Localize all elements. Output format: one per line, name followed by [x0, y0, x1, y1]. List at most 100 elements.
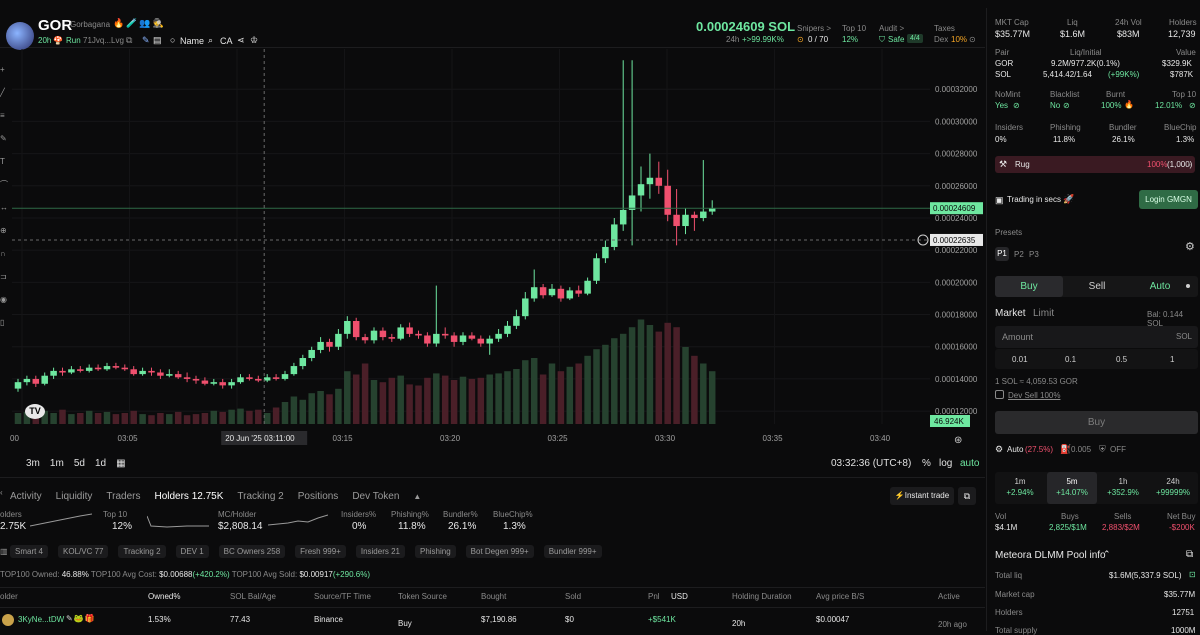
- price-chart[interactable]: 0.00032000 0.00030000 0.00028000 0.00026000…: [0, 49, 985, 474]
- search-ca-link[interactable]: CA: [220, 36, 233, 46]
- quick-amount-1[interactable]: 1: [1170, 355, 1175, 364]
- col-sold[interactable]: Sold: [565, 592, 582, 601]
- period-24h[interactable]: 24h +99999%: [1148, 472, 1198, 504]
- quick-amount-001[interactable]: 0.01: [1012, 355, 1028, 364]
- timeframe-1m[interactable]: 1m: [49, 458, 64, 469]
- pencil-icon[interactable]: ✎: [142, 35, 150, 45]
- fib-icon[interactable]: ≡: [0, 111, 5, 120]
- lock-icon[interactable]: ⊐: [0, 272, 7, 281]
- zoom-icon[interactable]: ⊕: [0, 226, 7, 235]
- fee-value[interactable]: 0.005: [1071, 445, 1092, 454]
- copy-icon[interactable]: ⧉: [126, 35, 133, 45]
- col-duration[interactable]: Holding Duration: [732, 592, 792, 601]
- calendar-icon[interactable]: ▦: [116, 458, 126, 469]
- filter-smart[interactable]: Smart 4: [10, 545, 49, 558]
- crosshair-icon[interactable]: +: [0, 65, 5, 74]
- preset-p1[interactable]: P1: [995, 247, 1009, 261]
- trash-icon[interactable]: ▯: [0, 318, 5, 327]
- table-row[interactable]: 3KyNe...tDW ✎🐸🎁 1.53% 77.43 Binance Buy …: [0, 607, 985, 631]
- magnet-icon[interactable]: ∩: [0, 249, 6, 258]
- preset-p3[interactable]: P3: [1029, 250, 1039, 259]
- percent-toggle[interactable]: %: [922, 458, 931, 469]
- trendline-icon[interactable]: ╱: [0, 88, 5, 97]
- text-icon[interactable]: T: [0, 157, 5, 166]
- col-token-source[interactable]: Token Source: [398, 592, 447, 601]
- instant-trade-button[interactable]: ⚡Instant trade: [890, 487, 954, 505]
- snipers-link[interactable]: Snipers >: [797, 24, 832, 33]
- col-avg-price[interactable]: Avg price B/S: [816, 592, 865, 601]
- search-ca-icon[interactable]: ⌕: [208, 35, 214, 45]
- order-limit[interactable]: Limit: [1033, 308, 1055, 319]
- timeframe-1d[interactable]: 1d: [94, 458, 107, 469]
- list-icon[interactable]: ▤: [153, 35, 162, 45]
- buy-button[interactable]: Buy: [995, 411, 1198, 434]
- tab-liquidity[interactable]: Liquidity: [55, 491, 93, 502]
- auto-label[interactable]: Auto: [1007, 445, 1024, 454]
- filter-insiders[interactable]: Insiders 21: [355, 545, 405, 558]
- col-bought[interactable]: Bought: [481, 592, 507, 601]
- collapse-icon[interactable]: ▲: [413, 492, 422, 501]
- quick-amount-05[interactable]: 0.5: [1116, 355, 1128, 364]
- gear-icon[interactable]: ⚙: [1185, 241, 1195, 253]
- period-5m[interactable]: 5m +14.07%: [1047, 472, 1097, 504]
- col-sol-bal[interactable]: SOL Bal/Age: [230, 592, 276, 601]
- col-source[interactable]: Source/TF Time: [314, 592, 371, 601]
- mode-buy[interactable]: Buy: [995, 276, 1063, 297]
- audit-link[interactable]: Audit >: [879, 24, 905, 33]
- col-active[interactable]: Active: [938, 592, 960, 601]
- filter-bundler[interactable]: Bundler 999+: [543, 545, 602, 558]
- preset-p2[interactable]: P2: [1014, 250, 1024, 259]
- dev-sell-checkbox[interactable]: [995, 390, 1004, 399]
- filter-phishing[interactable]: Phishing: [414, 545, 456, 558]
- filter-dev[interactable]: DEV 1: [175, 545, 209, 558]
- rug-bar[interactable]: ⚒ Rug 100% (1,000) ›: [995, 156, 1195, 173]
- copy-pool-icon[interactable]: ⧉: [1186, 549, 1194, 560]
- contract-address[interactable]: 71Jvq...Lvg: [83, 36, 124, 45]
- col-pnl[interactable]: Pnl: [648, 592, 660, 601]
- pattern-icon[interactable]: ⌒: [0, 180, 8, 189]
- search-name-icon[interactable]: ○: [170, 35, 176, 45]
- mode-auto[interactable]: Auto: [1149, 281, 1171, 292]
- tab-dev-token[interactable]: Dev Token: [352, 491, 400, 502]
- eye-icon[interactable]: ◉: [0, 295, 7, 304]
- chart-canvas[interactable]: 0.00032000 0.00030000 0.00028000 0.00026000…: [0, 49, 985, 474]
- crown-icon[interactable]: ♔: [250, 35, 259, 45]
- pool-title[interactable]: Meteora DLMM Pool info: [995, 550, 1106, 561]
- brush-icon[interactable]: ✎: [0, 134, 7, 143]
- measure-icon[interactable]: ↔: [0, 203, 8, 212]
- filter-fresh[interactable]: Fresh 999+: [295, 545, 346, 558]
- tab-positions[interactable]: Positions: [297, 491, 339, 502]
- period-1m[interactable]: 1m +2.94%: [995, 472, 1045, 504]
- search-name-link[interactable]: Name: [180, 36, 205, 46]
- share-icon[interactable]: ⋖: [237, 35, 245, 45]
- col-usd[interactable]: USD: [671, 592, 688, 601]
- log-toggle[interactable]: log: [939, 458, 953, 469]
- tab-tracking[interactable]: Tracking 2: [237, 491, 284, 502]
- col-holder[interactable]: older: [0, 592, 18, 601]
- filter-tracking[interactable]: Tracking 2: [118, 545, 166, 558]
- tab-holders[interactable]: Holders 12.75K: [154, 491, 224, 502]
- quick-amount-01[interactable]: 0.1: [1065, 355, 1077, 364]
- col-owned[interactable]: Owned%: [148, 592, 181, 601]
- amount-input[interactable]: Amount SOL: [995, 326, 1198, 348]
- filter-bc-owners[interactable]: BC Owners 258: [218, 545, 286, 558]
- period-1h[interactable]: 1h +352.9%: [1098, 472, 1148, 504]
- dev-sell-label[interactable]: Dev Sell 100%: [1008, 391, 1061, 400]
- filter-bot-degen[interactable]: Bot Degen 999+: [465, 545, 534, 558]
- login-button[interactable]: Login GMGN: [1139, 190, 1198, 209]
- info-icon[interactable]: ⊙: [969, 35, 976, 44]
- holder-address[interactable]: 3KyNe...tDW: [18, 615, 65, 624]
- popout-icon[interactable]: ⧉: [958, 487, 976, 505]
- chevron-up-icon[interactable]: ⌃: [1103, 549, 1111, 559]
- auto-toggle[interactable]: auto: [960, 458, 980, 469]
- tabs-scroll-left-icon[interactable]: ‹: [0, 488, 3, 497]
- timeframe-3m[interactable]: 3m: [26, 458, 40, 469]
- goto-realtime-icon[interactable]: ⊛: [954, 435, 963, 446]
- tab-traders[interactable]: Traders: [106, 491, 141, 502]
- mode-sell[interactable]: Sell: [1088, 281, 1106, 292]
- order-market[interactable]: Market: [995, 308, 1026, 319]
- tab-activity[interactable]: Activity: [10, 491, 42, 502]
- mev-off[interactable]: OFF: [1110, 445, 1126, 454]
- filter-icon[interactable]: ▥: [0, 547, 8, 556]
- filter-kol[interactable]: KOL/VC 77: [58, 545, 109, 558]
